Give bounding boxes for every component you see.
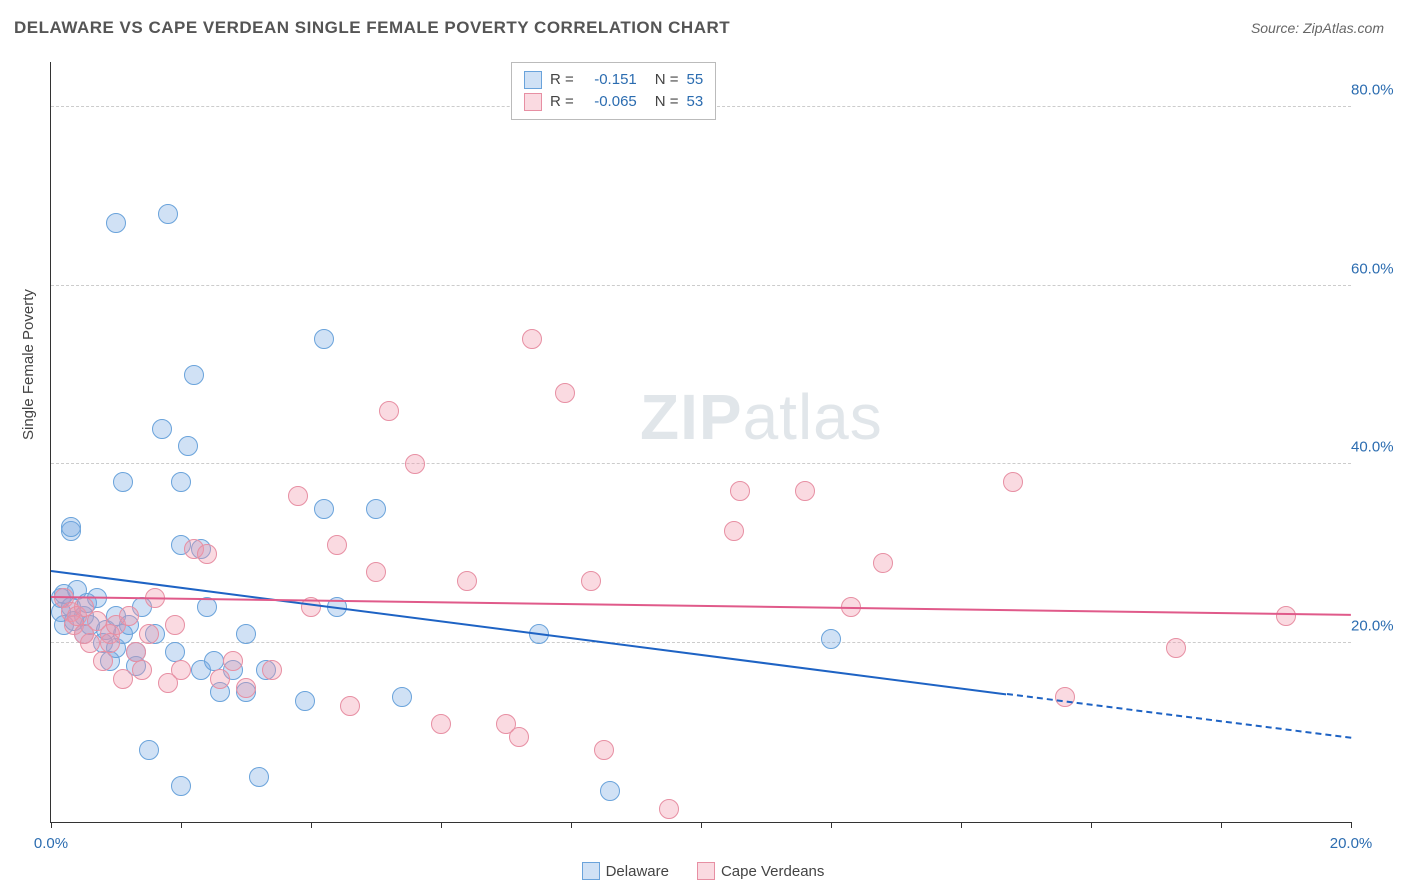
scatter-point	[197, 597, 217, 617]
scatter-point	[236, 624, 256, 644]
y-tick-label: 60.0%	[1351, 260, 1401, 277]
legend-correlation: R =-0.151N =55R =-0.065N =53	[511, 62, 716, 120]
scatter-point	[366, 499, 386, 519]
scatter-point	[821, 629, 841, 649]
x-tick	[1221, 822, 1222, 828]
scatter-point	[581, 571, 601, 591]
x-tick	[181, 822, 182, 828]
chart-title: DELAWARE VS CAPE VERDEAN SINGLE FEMALE P…	[14, 18, 730, 38]
scatter-point	[327, 535, 347, 555]
scatter-point	[509, 727, 529, 747]
scatter-point	[178, 436, 198, 456]
scatter-point	[340, 696, 360, 716]
scatter-point	[106, 213, 126, 233]
scatter-point	[314, 499, 334, 519]
scatter-point	[522, 329, 542, 349]
scatter-point	[457, 571, 477, 591]
scatter-point	[210, 669, 230, 689]
trend-line-extrapolated	[1006, 693, 1351, 739]
scatter-point	[392, 687, 412, 707]
scatter-point	[197, 544, 217, 564]
scatter-point	[724, 521, 744, 541]
scatter-point	[262, 660, 282, 680]
y-axis-label: Single Female Poverty	[20, 289, 37, 440]
scatter-point	[184, 365, 204, 385]
scatter-point	[314, 329, 334, 349]
legend-label: Delaware	[606, 863, 669, 880]
chart-area: 20.0%40.0%60.0%80.0%0.0%20.0%R =-0.151N …	[50, 62, 1351, 823]
scatter-point	[171, 660, 191, 680]
x-tick	[961, 822, 962, 828]
scatter-point	[1003, 472, 1023, 492]
scatter-point	[113, 472, 133, 492]
scatter-point	[431, 714, 451, 734]
legend-swatch	[524, 71, 542, 89]
scatter-point	[119, 606, 139, 626]
scatter-point	[100, 633, 120, 653]
x-tick-label: 0.0%	[34, 835, 68, 852]
scatter-point	[379, 401, 399, 421]
y-tick-label: 20.0%	[1351, 618, 1401, 635]
scatter-point	[600, 781, 620, 801]
x-tick	[571, 822, 572, 828]
x-tick	[831, 822, 832, 828]
x-tick-label: 20.0%	[1330, 835, 1373, 852]
gridline	[51, 463, 1351, 464]
scatter-point	[288, 486, 308, 506]
scatter-point	[594, 740, 614, 760]
legend-swatch	[582, 862, 600, 880]
scatter-point	[132, 660, 152, 680]
x-tick	[701, 822, 702, 828]
scatter-point	[405, 454, 425, 474]
scatter-point	[249, 767, 269, 787]
scatter-point	[295, 691, 315, 711]
scatter-point	[1166, 638, 1186, 658]
gridline	[51, 285, 1351, 286]
legend-swatch	[524, 93, 542, 111]
legend-label: Cape Verdeans	[721, 863, 824, 880]
x-tick	[1351, 822, 1352, 828]
scatter-point	[1055, 687, 1075, 707]
scatter-point	[555, 383, 575, 403]
scatter-point	[139, 624, 159, 644]
y-tick-label: 80.0%	[1351, 81, 1401, 98]
scatter-point	[158, 204, 178, 224]
scatter-point	[659, 799, 679, 819]
x-tick	[1091, 822, 1092, 828]
x-tick	[51, 822, 52, 828]
scatter-point	[873, 553, 893, 573]
legend-row: R =-0.151N =55	[524, 69, 703, 91]
source-label: Source: ZipAtlas.com	[1251, 20, 1384, 36]
scatter-point	[366, 562, 386, 582]
y-tick-label: 40.0%	[1351, 439, 1401, 456]
scatter-point	[139, 740, 159, 760]
scatter-point	[61, 517, 81, 537]
scatter-point	[93, 651, 113, 671]
scatter-point	[152, 419, 172, 439]
legend-swatch	[697, 862, 715, 880]
legend-item: Cape Verdeans	[697, 862, 824, 880]
scatter-point	[171, 776, 191, 796]
trend-line	[51, 596, 1351, 616]
legend-bottom: Delaware Cape Verdeans	[0, 862, 1406, 884]
scatter-point	[795, 481, 815, 501]
x-tick	[311, 822, 312, 828]
scatter-point	[236, 678, 256, 698]
scatter-point	[730, 481, 750, 501]
legend-item: Delaware	[582, 862, 669, 880]
scatter-point	[165, 615, 185, 635]
scatter-point	[80, 633, 100, 653]
x-tick	[441, 822, 442, 828]
scatter-point	[113, 669, 133, 689]
scatter-point	[223, 651, 243, 671]
scatter-point	[171, 472, 191, 492]
scatter-point	[1276, 606, 1296, 626]
legend-row: R =-0.065N =53	[524, 91, 703, 113]
